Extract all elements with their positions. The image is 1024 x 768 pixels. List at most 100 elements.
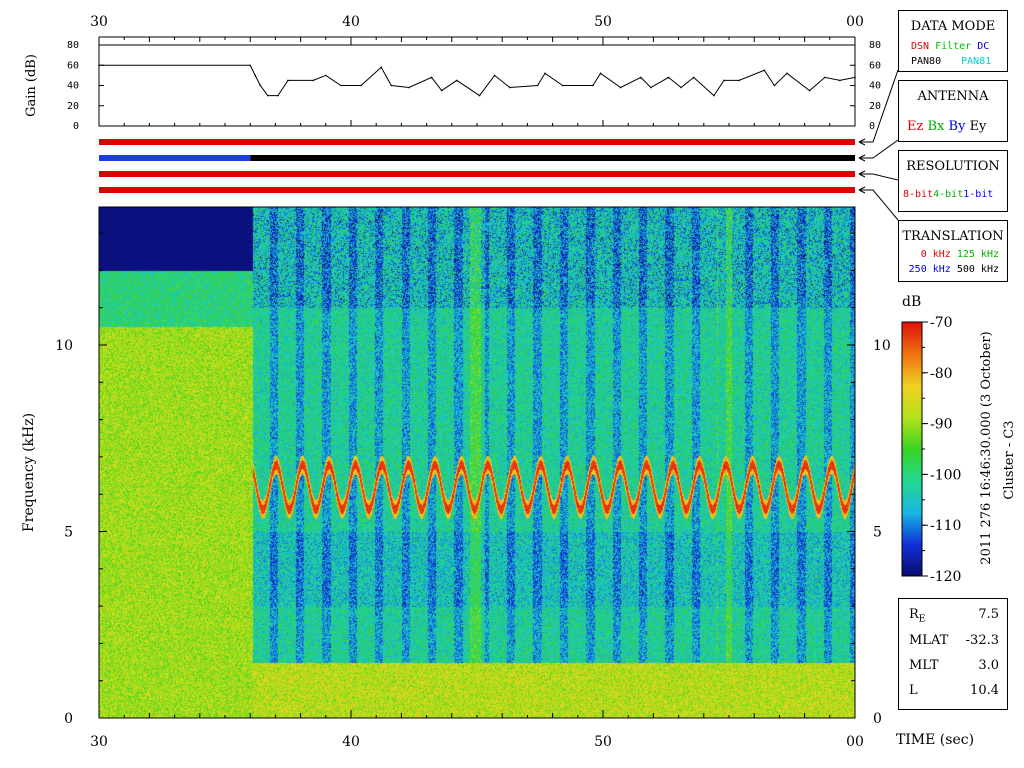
gain-panel-frame — [98, 44, 856, 127]
colorbar-tick-label: -100 — [930, 467, 961, 483]
antenna-ez: Ez — [907, 119, 924, 134]
legend-connector-arrow — [858, 170, 866, 178]
status-bar-2 — [250, 155, 855, 161]
gain-point — [277, 94, 279, 97]
resolution-8bit: 8-bit — [903, 189, 934, 200]
translation-250khz: 250 kHz — [908, 264, 951, 275]
orbit-row-mlat: MLAT -32.3 — [909, 633, 999, 648]
spectrogram-raster — [99, 207, 855, 718]
gain-point — [619, 86, 622, 89]
resolution-legend: RESOLUTION 8-bit4-bit1-bit — [898, 150, 1008, 212]
antenna-bx: Bx — [927, 119, 945, 134]
freq-tick-label-right: 0 — [873, 711, 882, 727]
data-mode-filter: Filter — [935, 41, 972, 52]
freq-tick-label-left: 10 — [55, 338, 73, 354]
spacecraft-caption: Cluster - C3 — [1002, 420, 1017, 499]
gain-point — [738, 79, 740, 82]
orbit-value-l: 10.4 — [970, 683, 999, 698]
gain-point — [325, 74, 327, 77]
gain-tick-label-right: 0 — [869, 121, 875, 132]
colorbar-tick-label: -80 — [930, 366, 953, 382]
gain-point — [360, 84, 362, 87]
gain-point — [773, 84, 776, 87]
data-mode-pan81: PAN81 — [961, 56, 992, 67]
top-time-label: 00 — [846, 14, 864, 30]
freq-tick-label-left: 5 — [64, 525, 73, 541]
gain-tick-label-right: 40 — [869, 81, 881, 92]
data-mode-title: DATA MODE — [910, 19, 996, 34]
status-bar-1 — [99, 139, 855, 145]
gain-point — [287, 79, 289, 82]
gain-point — [536, 84, 539, 87]
bottom-time-label: 40 — [342, 734, 360, 750]
gain-point — [493, 74, 496, 77]
gain-point — [650, 86, 652, 89]
gain-point — [456, 79, 458, 82]
orbit-row-mlt: MLT 3.0 — [909, 658, 999, 673]
resolution-title: RESOLUTION — [906, 159, 1000, 174]
gain-point — [723, 79, 725, 82]
colorbar-tick-label: -90 — [930, 417, 953, 433]
gain-point — [692, 76, 695, 79]
time-axis-label: TIME (sec) — [896, 732, 974, 748]
translation-125khz: 125 kHz — [956, 249, 999, 260]
orbit-info-box: RE 7.5 MLAT -32.3 MLT 3.0 L 10.4 — [898, 598, 1008, 710]
gain-point — [312, 79, 315, 82]
data-mode-legend: DATA MODE DSN Filter DC PAN80 PAN81 — [898, 10, 1008, 72]
orbit-value-re: 7.5 — [978, 607, 999, 622]
legend-connector-arrow — [858, 138, 866, 146]
data-mode-pan80: PAN80 — [911, 56, 942, 67]
data-mode-dc: DC — [977, 41, 990, 52]
gain-point — [390, 84, 393, 87]
gain-point — [854, 76, 856, 79]
antenna-by: By — [948, 119, 966, 134]
freq-axis-label: Frequency (kHz) — [21, 413, 37, 532]
orbit-label-mlt: MLT — [909, 658, 939, 673]
bottom-time-label: 30 — [90, 734, 108, 750]
gain-point — [254, 74, 257, 77]
resolution-4bit: 4-bit — [933, 189, 964, 200]
orbit-label-re-sub: E — [918, 614, 926, 625]
gain-point — [561, 84, 564, 87]
antenna-title: ANTENNA — [917, 89, 989, 104]
gain-point — [640, 76, 642, 79]
gain-point — [763, 69, 766, 72]
legend-connector-arrow — [858, 154, 866, 162]
antenna-ey: Ey — [969, 119, 987, 134]
orbit-value-mlt: 3.0 — [978, 658, 999, 673]
resolution-1bit: 1-bit — [963, 189, 994, 200]
gain-tick-label-right: 20 — [869, 101, 881, 112]
timestamp-caption: 2011 276 16:46:30.000 (3 October) — [979, 331, 994, 564]
bottom-time-label: 50 — [594, 734, 612, 750]
gain-point — [340, 84, 342, 87]
status-bar-4 — [99, 187, 855, 193]
data-mode-dsn: DSN — [911, 41, 930, 52]
gain-point — [839, 79, 841, 82]
legend-connector — [859, 189, 899, 221]
gain-point — [478, 94, 481, 97]
gain-axis-label: Gain (dB) — [24, 54, 39, 117]
translation-0khz: 0 kHz — [920, 249, 951, 260]
colorbar-tick-label: -70 — [930, 315, 953, 331]
legend-connector — [859, 69, 899, 143]
status-bar-2 — [99, 155, 251, 161]
gain-point — [544, 72, 546, 75]
orbit-row-l: L 10.4 — [909, 683, 999, 698]
gain-tick-label-left: 80 — [67, 40, 79, 51]
gain-point — [430, 76, 433, 79]
gain-point — [680, 86, 682, 89]
freq-tick-label-right: 5 — [873, 525, 882, 541]
top-time-label: 30 — [90, 14, 108, 30]
translation-title: TRANSLATION — [902, 229, 1004, 244]
gain-tick-label-left: 20 — [67, 101, 79, 112]
gain-point — [592, 84, 594, 87]
gain-point — [440, 89, 443, 92]
gain-tick-label-right: 60 — [869, 60, 881, 71]
colorbar — [901, 321, 923, 577]
gain-point — [786, 72, 788, 75]
gain-tick-label-left: 60 — [67, 60, 79, 71]
orbit-label-re: R — [909, 607, 919, 622]
gain-point — [599, 72, 602, 75]
